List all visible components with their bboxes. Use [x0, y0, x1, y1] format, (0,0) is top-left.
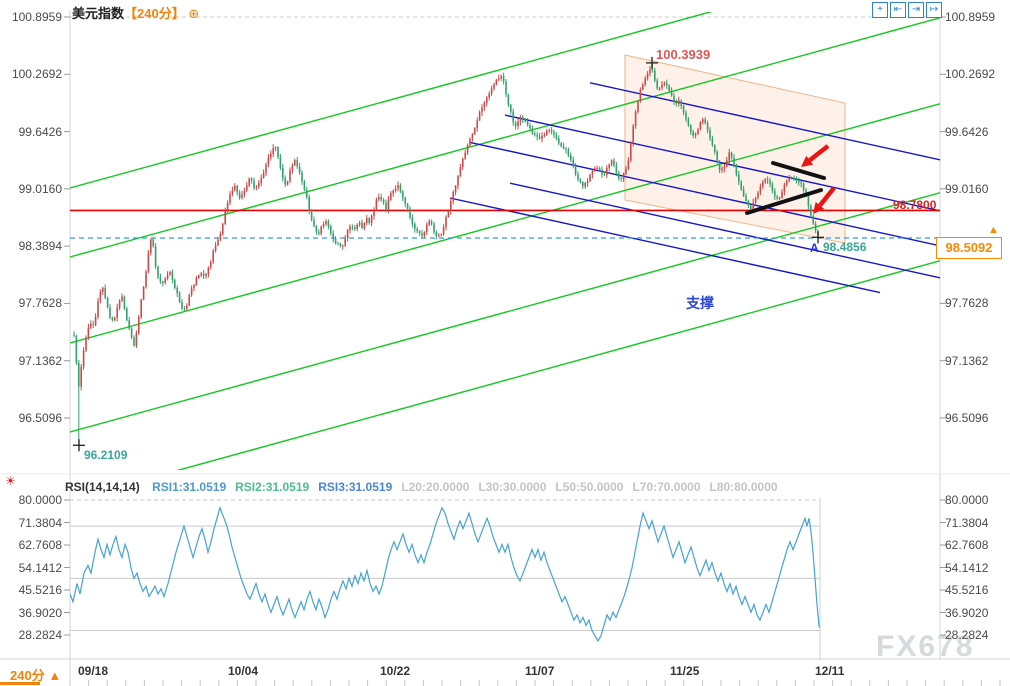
annotation-label-4: 96.2109 [84, 448, 128, 462]
rsi-legend-item-0: RSI1:31.0519 [152, 480, 227, 494]
rsi-legend: RSI(14,14,14) RSI1:31.0519 RSI2:31.0519 RS… [65, 480, 787, 494]
green-trendline-2 [70, 103, 940, 344]
price-axis-label-left-5: 97.7628 [18, 296, 62, 311]
scroll-right-icon[interactable]: ⇥ [908, 2, 924, 18]
date-label-1: 10/04 [228, 664, 259, 678]
price-axis-label-left-4: 98.3894 [18, 239, 62, 254]
rsi-legend-item-3: L20:20.0000 [401, 480, 470, 494]
red-arrow-0 [808, 144, 830, 163]
price-up-arrow-icon: ▲ [988, 224, 999, 236]
rsi-axis-label-right-6: 28.2824 [945, 628, 989, 643]
blue-trendline-0 [589, 82, 940, 161]
rsi-legend-item-7: L80:80.0000 [709, 480, 778, 494]
price-axis-label-left-0: 100.8959 [11, 10, 62, 24]
tab-arrow-icon: ▲ [48, 668, 62, 683]
symbol-title: 美元指数 [72, 6, 125, 21]
price-axis-label-left-6: 97.1362 [18, 353, 62, 368]
tab-240min-label: 240分 [10, 668, 45, 683]
rsi-axis-label-right-3: 54.1412 [945, 560, 989, 575]
rsi-legend-item-4: L30:30.0000 [478, 480, 547, 494]
price-axis-label-left-3: 99.0160 [18, 181, 62, 196]
rsi-legend-item-5: L50:50.0000 [555, 480, 624, 494]
rsi-axis-label-right-1: 71.3804 [945, 515, 989, 530]
annotation-label-2: 98.4856 [823, 240, 867, 254]
tab-active-underline [0, 682, 40, 685]
annotation-label-3: A [810, 241, 819, 255]
red-arrow-1 [818, 186, 836, 207]
green-trendline-1 [70, 17, 940, 258]
date-label-4: 11/25 [670, 664, 700, 678]
green-trendline-3 [70, 192, 940, 433]
price-axis-label-right-0: 100.8959 [945, 10, 996, 24]
rsi-axis-label-right-2: 62.7608 [945, 538, 989, 552]
rsi-axis-label-left-4: 45.5216 [18, 583, 62, 598]
rsi-axis-label-left-1: 71.3804 [18, 515, 62, 530]
rsi-line [70, 505, 820, 643]
rsi-axis-label-left-0: 80.0000 [18, 493, 62, 507]
annotation-label-1: 98.7800 [893, 198, 937, 212]
indicator-settings-icon[interactable]: ☀ [5, 474, 16, 488]
blue-trendline-2 [469, 141, 940, 247]
rsi-axis-label-left-5: 36.9020 [18, 605, 62, 620]
price-axis-label-right-4: 97.7628 [945, 296, 989, 311]
price-axis-label-right-6: 96.5096 [945, 410, 989, 425]
price-pane-layer [70, 12, 940, 470]
date-label-5: 12/11 [815, 664, 845, 678]
rsi-legend-item-6: L70:70.0000 [632, 480, 701, 494]
annotation-label-0: 100.3939 [656, 47, 711, 62]
price-axis-label-right-2: 99.6426 [945, 124, 989, 139]
rsi-pane-layer [70, 505, 820, 643]
price-axis-label-right-3: 99.0160 [945, 181, 989, 196]
rsi-axis-label-left-3: 54.1412 [18, 560, 62, 575]
price-axis-label-right-5: 97.1362 [945, 353, 989, 368]
date-label-2: 10/22 [380, 664, 411, 678]
black-trendline-0 [771, 161, 826, 180]
green-trendline-0 [70, 12, 713, 189]
jump-latest-icon[interactable]: ↦ [926, 2, 942, 18]
price-axis-label-left-1: 100.2692 [11, 67, 62, 82]
add-indicator-icon[interactable]: ⊕ [188, 6, 200, 21]
date-label-0: 09/18 [78, 664, 109, 678]
watermark: FX678 [876, 630, 975, 663]
rsi-axis-label-right-4: 45.5216 [945, 583, 989, 598]
rsi-params-label: RSI(14,14,14) [65, 480, 140, 494]
last-price-badge: 98.5092 [936, 237, 1002, 259]
black-trendline-1 [745, 188, 823, 215]
chart-toolbar: + ⇤ ⇥ ↦ [872, 2, 942, 18]
pan-mode-icon[interactable]: + [872, 2, 888, 18]
interval-label: 【240分】 [124, 6, 185, 21]
scroll-left-icon[interactable]: ⇤ [890, 2, 906, 18]
rsi-legend-item-2: RSI3:31.0519 [318, 480, 393, 494]
blue-trendline-1 [504, 114, 940, 212]
blue-trendline-4 [449, 197, 881, 294]
price-axis-label-left-7: 96.5096 [18, 410, 62, 425]
price-axis-label-right-1: 100.2692 [945, 67, 996, 82]
rsi-axis-label-right-5: 36.9020 [945, 605, 989, 620]
green-trendline-4 [176, 260, 940, 470]
annotation-label-5: 支撑 [686, 295, 714, 311]
rsi-axis-label-right-0: 80.0000 [945, 493, 989, 507]
price-axis-label-left-2: 99.6426 [18, 124, 62, 139]
chart-title-bar: 美元指数【240分】 ⊕ [72, 3, 199, 22]
tab-240min[interactable]: 240分 ▲ [10, 665, 61, 684]
rsi-axis-label-left-6: 28.2824 [18, 628, 62, 643]
rsi-legend-item-1: RSI2:31.0519 [235, 480, 310, 494]
blue-trendline-3 [509, 182, 940, 279]
rsi-axis-label-left-2: 62.7608 [18, 538, 62, 552]
date-label-3: 11/07 [525, 664, 555, 678]
